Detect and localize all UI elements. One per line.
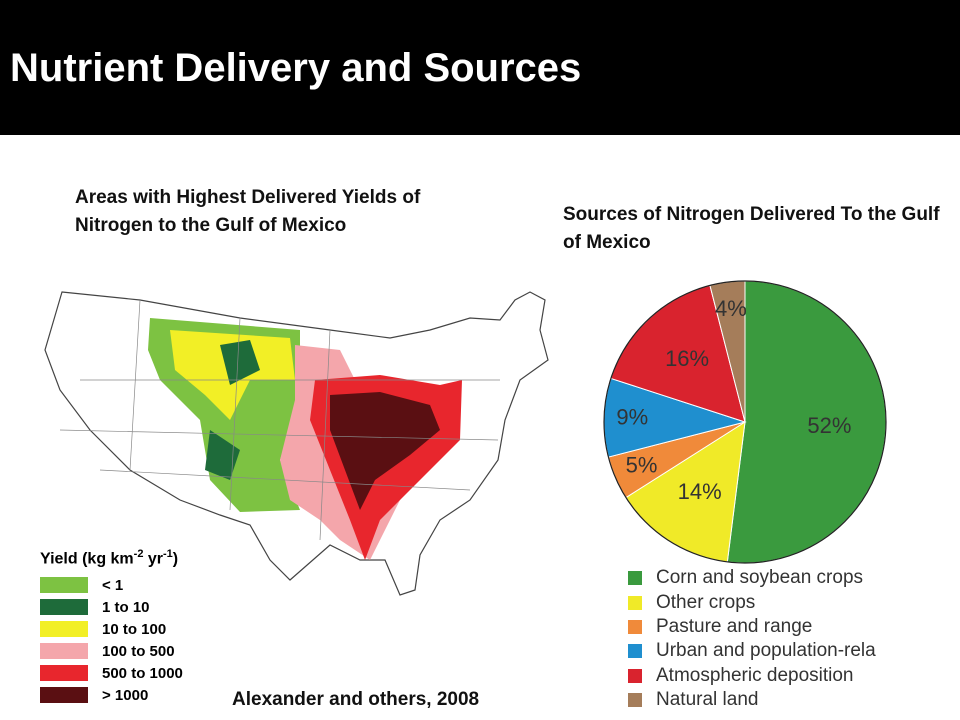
legend-item: Natural land <box>628 688 880 712</box>
legend-swatch <box>40 687 88 704</box>
slice-label: 14% <box>678 479 722 504</box>
pie-legend: Corn and soybean crops Other crops Pasture… <box>628 566 880 712</box>
legend-item: 500 to 1000 <box>40 662 183 684</box>
legend-swatch <box>40 577 88 594</box>
pie-title: Sources of Nitrogen Delivered To the Gul… <box>563 204 940 253</box>
slice-label: 9% <box>616 404 648 429</box>
slide-title: Nutrient Delivery and Sources <box>10 46 582 90</box>
state-lines <box>59 299 500 541</box>
legend-swatch <box>40 621 88 638</box>
citation: Alexander and others, 2008 <box>232 689 480 710</box>
legend-swatch <box>40 643 88 660</box>
legend-title-part: ) <box>172 550 179 568</box>
legend-title-part: Yield (kg km <box>40 550 134 568</box>
map-legend: Yield (kg km-2 yr-1) < 1 1 to 10 10 to 100… <box>40 548 183 706</box>
legend-label: > 1000 <box>102 686 149 704</box>
legend-swatch <box>628 595 642 610</box>
legend-item: 1 to 10 <box>40 596 183 618</box>
legend-item: 100 to 500 <box>40 640 183 662</box>
legend-label: 100 to 500 <box>102 642 175 660</box>
legend-item: Urban and population-rela <box>628 639 880 663</box>
legend-label: Atmospheric deposition <box>656 664 854 686</box>
pie-outline <box>603 280 887 564</box>
legend-title-part: yr <box>143 550 164 568</box>
legend-item: > 1000 <box>40 684 183 706</box>
legend-label: Pasture and range <box>656 615 813 637</box>
legend-swatch <box>628 619 642 634</box>
legend-item: Atmospheric deposition <box>628 664 880 688</box>
slice-label: 16% <box>665 346 709 371</box>
slice-label: 52% <box>807 413 851 438</box>
legend-title-part: -2 <box>133 548 144 560</box>
legend-label: Natural land <box>656 689 759 711</box>
region <box>330 392 440 510</box>
legend-swatch <box>40 599 88 616</box>
legend-swatch <box>628 571 642 586</box>
legend-label: 10 to 100 <box>102 620 167 638</box>
header: Nutrient Delivery and Sources <box>0 0 960 135</box>
legend-item: 10 to 100 <box>40 618 183 640</box>
legend-label: Corn and soybean crops <box>656 567 864 589</box>
slice-label: 4% <box>715 296 747 321</box>
legend-item: Other crops <box>628 590 880 614</box>
slice-label: 5% <box>626 453 658 478</box>
legend-label: Urban and population-rela <box>656 640 876 662</box>
legend-item: < 1 <box>40 574 183 596</box>
legend-swatch <box>628 644 642 659</box>
region <box>205 340 260 480</box>
legend-item: Pasture and range <box>628 615 880 639</box>
legend-label: Other crops <box>656 591 756 613</box>
legend-swatch <box>628 693 642 708</box>
legend-swatch <box>628 668 642 683</box>
legend-label: 500 to 1000 <box>102 664 183 682</box>
legend-title: Yield (kg km-2 yr-1) <box>40 548 183 568</box>
legend-title-part: -1 <box>163 548 173 560</box>
legend-label: 1 to 10 <box>102 598 150 616</box>
legend-swatch <box>40 665 88 682</box>
legend-item: Corn and soybean crops <box>628 566 880 590</box>
map-title: Areas with Highest Delivered Yields of N… <box>75 187 421 236</box>
legend-label: < 1 <box>102 576 124 594</box>
